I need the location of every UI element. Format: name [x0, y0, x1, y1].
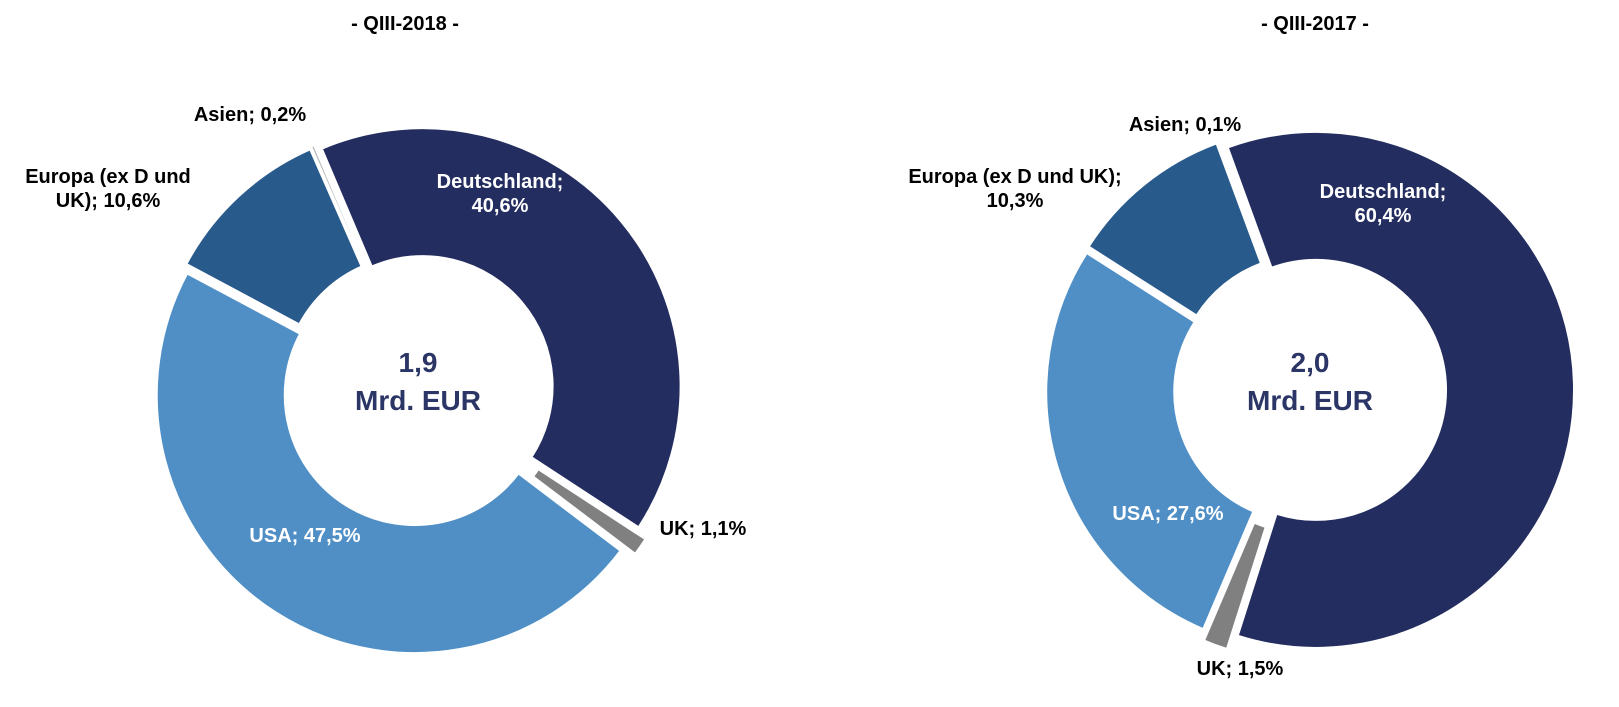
- center-label: Mrd. EUR: [1247, 385, 1373, 416]
- donut-slice: [155, 272, 622, 655]
- chart-title: - QIII-2018 -: [351, 13, 459, 35]
- data-label: UK; 1,5%: [1197, 658, 1284, 680]
- data-label: USA; 27,6%: [1112, 503, 1223, 525]
- data-label: UK; 1,1%: [660, 518, 747, 540]
- chart-title: - QIII-2017 -: [1261, 13, 1369, 35]
- center-label: Mrd. EUR: [355, 385, 481, 416]
- donut-slice: [1045, 251, 1255, 631]
- center-label: 2,0: [1291, 347, 1330, 378]
- data-label: Europa (ex D und UK); 10,6%: [25, 166, 191, 212]
- data-label: Europa (ex D und UK); 10,3%: [908, 166, 1121, 212]
- center-label: 1,9: [399, 347, 438, 378]
- donut-slice: [1202, 521, 1267, 651]
- donut-slice: [320, 127, 682, 529]
- data-label: Deutschland; 40,6%: [437, 171, 564, 217]
- data-label: Asien; 0,1%: [1129, 114, 1241, 136]
- donut-slice: [1226, 130, 1575, 649]
- donut-slice: [185, 148, 363, 326]
- donut-slice: [309, 143, 366, 265]
- data-label: USA; 47,5%: [249, 525, 360, 547]
- donut-slice: [531, 467, 647, 556]
- donut-slice: [1087, 142, 1263, 317]
- data-label: Deutschland; 60,4%: [1320, 181, 1447, 227]
- donut-slice: [1216, 138, 1265, 262]
- data-label: Asien; 0,2%: [194, 104, 306, 126]
